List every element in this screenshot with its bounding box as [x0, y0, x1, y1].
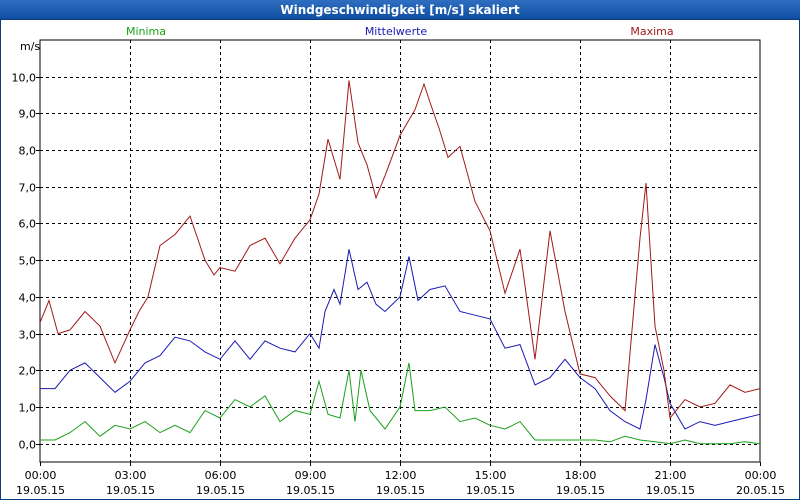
- y-tick-label: 2,0: [19, 365, 37, 378]
- x-tick-label-date: 19.05.15: [556, 484, 605, 497]
- y-axis-label: m/s: [20, 40, 40, 53]
- y-tick-label: 4,0: [19, 292, 37, 305]
- y-tick-label: 0,0: [19, 439, 37, 452]
- x-tick-label-date: 19.05.15: [286, 484, 335, 497]
- x-tick-label-time: 00:00: [745, 469, 777, 482]
- x-tick-label-date: 19.05.15: [466, 484, 515, 497]
- series-line-minima: [40, 362, 761, 445]
- x-tick-label-time: 18:00: [565, 469, 597, 482]
- y-tick-label: 10,0: [12, 72, 37, 85]
- x-tick-label-date: 19.05.15: [376, 484, 425, 497]
- y-tick-label: 7,0: [19, 182, 37, 195]
- y-tick-label: 8,0: [19, 145, 37, 158]
- y-tick-label: 3,0: [19, 329, 37, 342]
- x-tick-label-time: 06:00: [205, 469, 237, 482]
- x-tick-label-time: 00:00: [25, 469, 57, 482]
- x-tick-label-time: 03:00: [115, 469, 147, 482]
- x-tick-label-time: 12:00: [385, 469, 417, 482]
- x-tick-label-time: 15:00: [475, 469, 507, 482]
- series-line-maxima: [39, 80, 761, 420]
- y-tick-label: 6,0: [19, 218, 37, 231]
- legend-minima: Minima: [126, 25, 166, 38]
- legend-mittelwerte: Mittelwerte: [365, 25, 428, 38]
- x-tick-label-time: 09:00: [295, 469, 327, 482]
- window-title: Windgeschwindigkeit [m/s] skaliert: [0, 0, 800, 20]
- y-tick-label: 9,0: [19, 108, 37, 121]
- series-line-mittelwerte: [40, 249, 761, 430]
- legend-maxima: Maxima: [630, 25, 673, 38]
- x-tick-label-date: 19.05.15: [646, 484, 695, 497]
- chart-title: Windgeschwindigkeit [m/s] skaliert: [280, 2, 520, 17]
- x-tick-label-date: 19.05.15: [16, 484, 65, 497]
- x-tick-label-date: 19.05.15: [106, 484, 155, 497]
- x-tick-label-time: 21:00: [655, 469, 687, 482]
- x-tick-label-date: 20.05.15: [736, 484, 785, 497]
- y-tick-label: 1,0: [19, 402, 37, 415]
- y-tick-label: 5,0: [19, 255, 37, 268]
- x-tick-label-date: 19.05.15: [196, 484, 245, 497]
